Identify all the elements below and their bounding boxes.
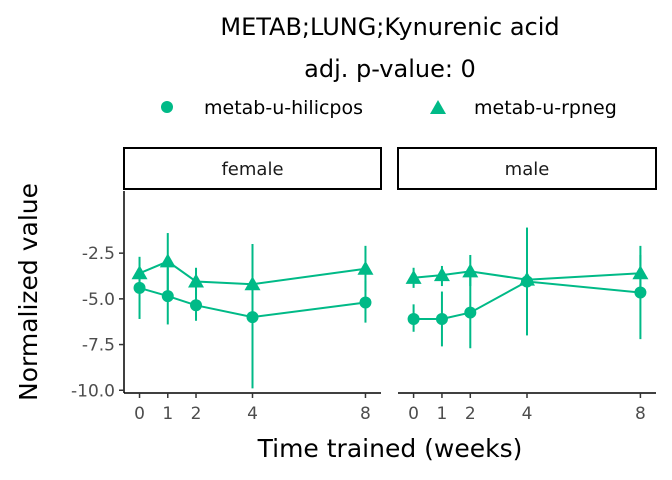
strip-female: [123, 147, 382, 190]
data-point-hilicpos: [464, 306, 477, 319]
x-tick-label: 8: [635, 404, 646, 424]
legend: metab-u-hilicpos metab-u-rpneg: [161, 97, 617, 119]
data-point-hilicpos: [161, 290, 174, 303]
strip-label-male: male: [505, 159, 550, 180]
x-tick-label: 8: [360, 404, 371, 424]
panel-marks-male: [405, 227, 649, 349]
x-tick-label: 4: [522, 404, 533, 424]
x-tick-label: 0: [134, 404, 145, 424]
panel-female: female: [123, 147, 382, 394]
y-axis-ticks: -2.5 -5.0 -7.5 -10.0: [71, 244, 124, 401]
data-point-rpneg: [462, 263, 479, 278]
panel-male: male: [397, 147, 657, 394]
panel-marks-female: [131, 233, 374, 389]
data-point-rpneg: [433, 267, 450, 282]
x-tick-label: 1: [437, 404, 448, 424]
data-point-rpneg: [519, 271, 535, 286]
y-axis-title: Normalized value: [14, 183, 43, 401]
data-point-rpneg: [632, 265, 649, 280]
legend-label-hilicpos: metab-u-hilicpos: [204, 97, 363, 119]
x-tick-label: 0: [408, 404, 419, 424]
data-point-rpneg: [405, 269, 422, 284]
data-point-hilicpos: [246, 311, 259, 324]
legend-label-rpneg: metab-u-rpneg: [474, 97, 617, 119]
y-tick-label: -7.5: [82, 336, 115, 356]
strip-male: [397, 147, 657, 190]
chart-subtitle: adj. p-value: 0: [304, 55, 476, 83]
x-tick-label: 2: [465, 404, 476, 424]
data-point-hilicpos: [407, 312, 420, 325]
data-point-hilicpos: [190, 299, 203, 312]
legend-marker-hilicpos: [161, 101, 173, 113]
x-tick-label: 2: [191, 404, 202, 424]
strip-label-female: female: [221, 159, 283, 180]
x-axis-title: Time trained (weeks): [257, 434, 523, 463]
data-point-rpneg: [159, 253, 176, 268]
y-tick-label: -2.5: [82, 244, 115, 264]
data-point-hilicpos: [634, 286, 647, 299]
legend-marker-rpneg: [430, 100, 446, 114]
data-point-rpneg: [131, 265, 148, 280]
y-tick-label: -5.0: [82, 290, 115, 310]
data-point-hilicpos: [133, 281, 146, 294]
y-tick-label: -10.0: [71, 381, 115, 401]
data-point-hilicpos: [435, 312, 448, 325]
chart-title: METAB;LUNG;Kynurenic acid: [220, 13, 559, 41]
data-point-rpneg: [188, 273, 205, 288]
x-tick-label: 4: [247, 404, 258, 424]
data-point-rpneg: [244, 276, 261, 291]
data-point-rpneg: [357, 260, 374, 275]
data-point-hilicpos: [359, 296, 372, 309]
x-tick-label: 1: [162, 404, 173, 424]
